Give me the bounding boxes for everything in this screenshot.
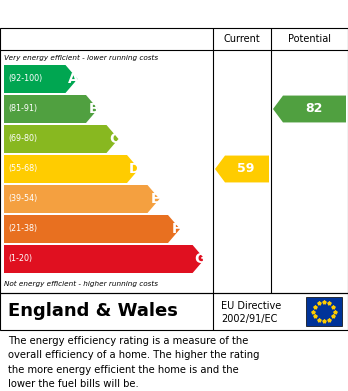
Text: (69-80): (69-80) <box>8 135 37 143</box>
Polygon shape <box>4 65 78 93</box>
Polygon shape <box>4 245 205 273</box>
Text: B: B <box>88 102 99 116</box>
Text: C: C <box>109 132 119 146</box>
Text: (1-20): (1-20) <box>8 255 32 264</box>
Polygon shape <box>4 215 180 243</box>
Text: D: D <box>128 162 140 176</box>
Text: Not energy efficient - higher running costs: Not energy efficient - higher running co… <box>4 281 158 287</box>
Polygon shape <box>4 155 139 183</box>
Polygon shape <box>4 125 119 153</box>
Text: E: E <box>151 192 160 206</box>
Text: (39-54): (39-54) <box>8 194 37 203</box>
Text: (81-91): (81-91) <box>8 104 37 113</box>
Text: Potential: Potential <box>288 34 331 44</box>
Text: (55-68): (55-68) <box>8 165 37 174</box>
Text: F: F <box>172 222 181 236</box>
Polygon shape <box>4 95 98 123</box>
Text: (92-100): (92-100) <box>8 75 42 84</box>
Polygon shape <box>215 156 269 183</box>
Polygon shape <box>273 95 346 122</box>
Text: 2002/91/EC: 2002/91/EC <box>221 314 277 324</box>
Text: 82: 82 <box>305 102 322 115</box>
Text: G: G <box>194 252 206 266</box>
Text: (21-38): (21-38) <box>8 224 37 233</box>
Text: EU Directive: EU Directive <box>221 301 281 311</box>
Text: Energy Efficiency Rating: Energy Efficiency Rating <box>8 7 218 22</box>
Text: Current: Current <box>224 34 260 44</box>
Text: England & Wales: England & Wales <box>8 303 178 321</box>
Text: 59: 59 <box>237 163 255 176</box>
Text: The energy efficiency rating is a measure of the
overall efficiency of a home. T: The energy efficiency rating is a measur… <box>8 336 260 389</box>
Text: A: A <box>68 72 79 86</box>
Polygon shape <box>4 185 159 213</box>
Text: Very energy efficient - lower running costs: Very energy efficient - lower running co… <box>4 55 158 61</box>
Bar <box>306 297 342 326</box>
